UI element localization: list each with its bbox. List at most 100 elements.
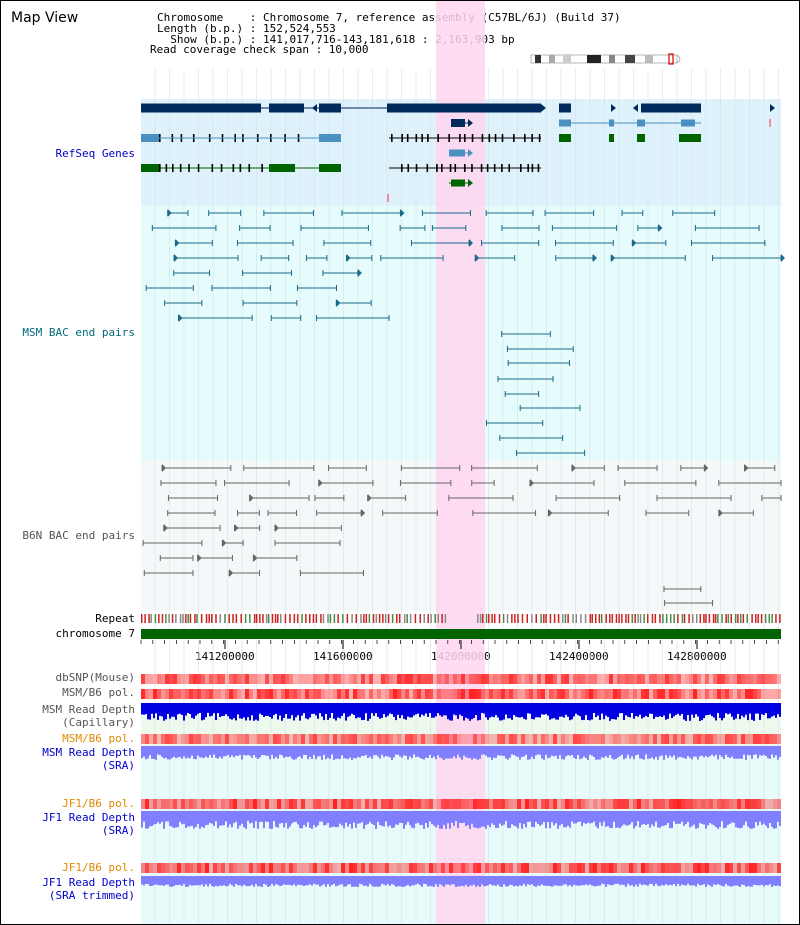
jf1-depth-trim-bar xyxy=(207,876,209,887)
jf1-depth-trim-bar xyxy=(333,876,335,884)
jf1-b6-pol2-heat-cell xyxy=(633,863,637,873)
msm-depth-sra-bar xyxy=(391,746,393,760)
dbsnp-heat-cell xyxy=(585,674,589,684)
jf1-depth-sra-bar xyxy=(539,811,541,826)
jf1-depth-trim-bar xyxy=(471,876,473,886)
msm-depth-cap-bar xyxy=(689,703,691,721)
msm-b6-pol2-heat-cell xyxy=(497,734,501,744)
msm-depth-sra-bar xyxy=(467,746,469,759)
jf1-depth-trim-bar xyxy=(231,876,233,886)
jf1-depth-sra-bar xyxy=(219,811,221,826)
msm-b6-pol-heat-cell xyxy=(565,689,569,699)
msm-b6-pol-heat-cell xyxy=(333,689,337,699)
repeat-label-text: Repeat xyxy=(95,612,135,625)
jf1-depth-trim-bar xyxy=(483,876,485,887)
jf1-depth-trim-bar xyxy=(665,876,667,885)
msm-depth-cap-bar xyxy=(281,703,283,721)
jf1-b6-pol-heat-cell xyxy=(257,799,261,809)
repeat-element xyxy=(514,614,516,623)
jf1-depth-sra-bar xyxy=(441,811,443,829)
repeat-element xyxy=(208,614,210,623)
jf1-b6-pol2-heat-cell xyxy=(757,863,761,873)
jf1-depth-sra-bar xyxy=(657,811,659,828)
repeat-element xyxy=(727,614,730,623)
msm-b6-pol2-heat-cell xyxy=(353,734,357,744)
jf1-depth-trim-bar xyxy=(609,876,611,886)
msm-depth-cap-bar xyxy=(505,703,507,715)
jf1-depth-sra-bar xyxy=(691,811,693,827)
msm-depth-sra-bar xyxy=(147,746,149,759)
repeat-element xyxy=(621,614,623,623)
msm-b6-pol-heat-cell xyxy=(489,689,493,699)
msm-b6-pol-heat-cell xyxy=(645,689,649,699)
msm-depth-sra-bar xyxy=(623,746,625,760)
jf1-depth-trim-bar xyxy=(311,876,313,886)
jf1-depth-trim-bar xyxy=(643,876,645,885)
gene-exon xyxy=(463,134,466,142)
msm-b6-pol-heat-cell xyxy=(261,689,265,699)
jf1-depth-sra-bar xyxy=(561,811,563,825)
jf1-depth-trim-bar xyxy=(241,876,243,887)
dbsnp-heat-cell xyxy=(325,674,329,684)
msm-depth-sra-bar xyxy=(625,746,627,759)
gene-exon xyxy=(559,134,571,142)
msm-b6-pol2-heat-cell xyxy=(661,734,665,744)
msm-b6-pol-heat-cell xyxy=(657,689,661,699)
msm-b6-pol-heat-cell xyxy=(193,689,197,699)
msm-depth-sra-bar xyxy=(277,746,279,759)
msm-b6-pol-heat-cell xyxy=(617,689,621,699)
jf1-depth-trim-bar xyxy=(509,876,511,885)
msm-b6-pol2-heat-cell xyxy=(349,734,353,744)
msm-b6-pol-heat-cell xyxy=(237,689,241,699)
jf1-depth-trim-bar xyxy=(205,876,207,885)
msm-depth-sra-bar xyxy=(345,746,347,759)
msm-b6-pol-heat-cell xyxy=(513,689,517,699)
dbsnp-heat-cell xyxy=(681,674,685,684)
jf1-depth-sra-bar xyxy=(755,811,757,823)
jf1-depth-sra-bar xyxy=(455,811,457,821)
jf1-depth-trim-bar xyxy=(251,876,253,885)
jf1-b6-pol-heat-cell xyxy=(493,799,497,809)
msm-b6-pol-heat-cell xyxy=(353,689,357,699)
jf1-depth-trim-bar xyxy=(469,876,471,886)
msm-depth-sra-bar xyxy=(369,746,371,757)
msm-b6-pol2-heat-cell xyxy=(509,734,513,744)
msm-b6-pol-heat-cell xyxy=(749,689,753,699)
repeat-element xyxy=(639,614,642,623)
jf1-b6-pol2-heat-cell xyxy=(441,863,445,873)
dbsnp-heat-cell xyxy=(545,674,549,684)
jf1-depth-sra-bar xyxy=(537,811,539,824)
msm-depth-sra-bar xyxy=(229,746,231,758)
msm-b6-pol2-heat-cell xyxy=(425,734,429,744)
gene-exon xyxy=(220,164,223,172)
jf1-depth-sra-bar xyxy=(479,811,481,828)
jf1-depth-sra-bar xyxy=(323,811,325,826)
msm-b6-pol2-heat-cell xyxy=(689,734,693,744)
jf1-b6-pol-heat-cell xyxy=(413,799,417,809)
msm-b6-pol2-heat-cell xyxy=(361,734,365,744)
jf1-depth-sra-bar xyxy=(647,811,649,824)
msm-depth-sra-bar xyxy=(585,746,587,759)
jf1-b6-pol-heat-cell xyxy=(581,799,585,809)
dbsnp-heat-cell xyxy=(193,674,197,684)
msm-depth-cap-bar xyxy=(679,703,681,716)
jf1-b6-pol-heat-cell xyxy=(629,799,633,809)
jf1-b6-pol-heat-cell xyxy=(373,799,377,809)
jf1-depth-sra-bar xyxy=(425,811,427,823)
chromosome-ideogram[interactable] xyxy=(529,53,689,67)
jf1-depth-trim-bar xyxy=(227,876,229,886)
jf1-depth-trim-bar xyxy=(145,876,147,884)
page-title: Map View xyxy=(11,10,79,26)
msm-b6-pol-heat-cell xyxy=(317,689,321,699)
msm-b6-pol-heat-cell xyxy=(469,689,473,699)
jf1-b6-pol2-heat-cell xyxy=(333,863,337,873)
jf1-b6-pol2-heat-cell xyxy=(341,863,345,873)
jf1-b6-pol-heat-cell xyxy=(417,799,421,809)
msm-depth-cap-bar xyxy=(619,703,621,714)
msm-depth-cap-bar xyxy=(301,703,303,716)
jf1-depth-trim-bar xyxy=(365,876,367,886)
jf1-depth-trim-label-line2: (SRA trimmed) xyxy=(48,889,135,902)
msm-depth-cap-bar xyxy=(353,703,355,715)
jf1-depth-trim-bar xyxy=(705,876,707,887)
